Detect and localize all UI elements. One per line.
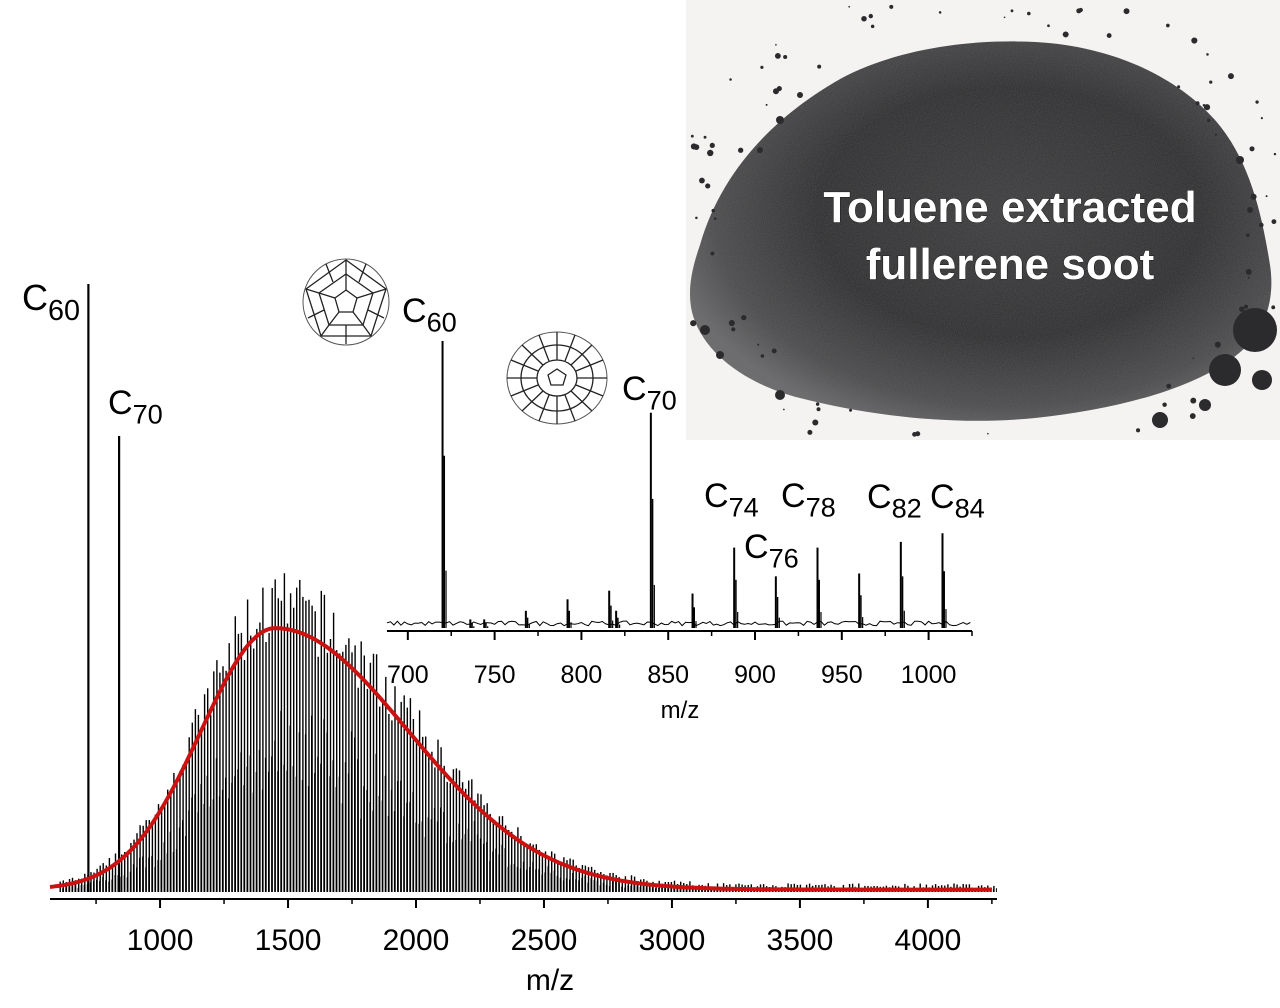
main-fit-curve — [49, 626, 992, 892]
main-x-tick-label: 2000 — [383, 924, 450, 957]
fullerene-c70-icon — [506, 331, 608, 425]
peak-label-c60: C60 — [22, 277, 80, 327]
main-x-tick-label: 2500 — [511, 924, 578, 957]
soot-caption: Toluene extracted fullerene soot — [823, 183, 1197, 290]
inset-x-ticks: 700 750 800 850 900 950 1000 — [387, 631, 973, 689]
main-peak-labels: C60 C70 — [22, 277, 163, 430]
peak-label-c70: C70 — [622, 370, 677, 416]
inset-spectrum-peaks — [386, 341, 971, 628]
peak-label-c78: C78 — [781, 477, 836, 523]
inset-x-axis-label: m/z — [661, 697, 700, 724]
buckyball-c60-icon — [302, 258, 390, 346]
peak-label-c82: C82 — [867, 478, 922, 524]
inset-x-tick-label: 950 — [821, 661, 863, 689]
main-x-axis-label: m/z — [526, 964, 574, 997]
main-x-tick-label: 1500 — [255, 924, 322, 957]
peak-label-c84: C84 — [930, 478, 985, 524]
main-x-tick-label: 3000 — [639, 924, 706, 957]
inset-x-tick-label: 800 — [561, 661, 603, 689]
soot-caption-line: fullerene soot — [866, 240, 1155, 289]
main-x-ticks: 1000 1500 2000 2500 3000 3500 4000 — [95, 899, 993, 957]
main-x-tick-label: 1000 — [127, 924, 194, 957]
peak-label-c76: C76 — [744, 528, 799, 574]
peak-label-c60: C60 — [402, 292, 457, 338]
main-x-tick-label: 3500 — [767, 924, 834, 957]
peak-label-c74: C74 — [704, 477, 759, 523]
soot-caption-line: Toluene extracted — [823, 183, 1196, 232]
inset-x-tick-label: 700 — [387, 661, 429, 689]
peak-label-c70: C70 — [108, 384, 163, 430]
soot-photo — [686, 0, 1280, 440]
inset-x-tick-label: 1000 — [901, 661, 957, 689]
inset-x-tick-label: 850 — [647, 661, 689, 689]
inset-peak-labels: C60 C70 C74 C76 C78 C82 C84 — [402, 292, 985, 574]
inset-x-tick-label: 750 — [474, 661, 516, 689]
inset-x-tick-label: 900 — [734, 661, 776, 689]
inset-baseline-noise — [386, 620, 971, 627]
main-spectrum-chart: 1000 1500 2000 2500 3000 3500 4000 m/z C60 C70 — [22, 277, 997, 997]
main-x-tick-label: 4000 — [895, 924, 962, 957]
inset-spectrum-chart: 700 750 800 850 900 950 1000 m/z C60C70C74C76C… — [386, 292, 985, 724]
